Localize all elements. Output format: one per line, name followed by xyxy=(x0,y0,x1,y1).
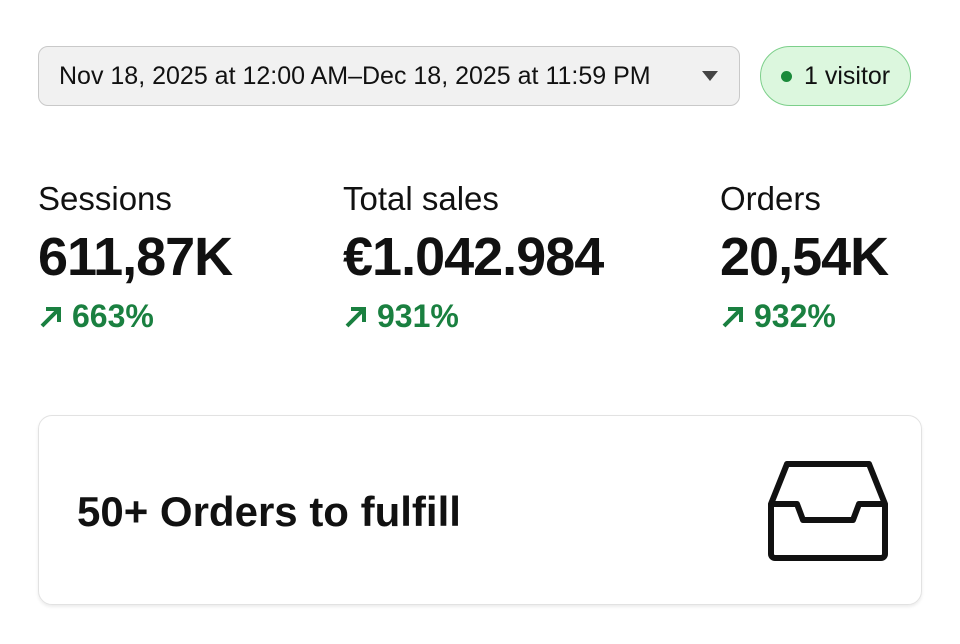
date-range: Nov 18, 2025 at 12:00 AM–Dec 18, 2025 at… xyxy=(59,61,651,90)
up-arrow xyxy=(345,306,366,327)
visitor-count: 1 visitor xyxy=(804,61,891,90)
visitor-badge[interactable]: 1 visitor xyxy=(760,46,912,106)
metric-label: Sessions xyxy=(38,180,172,217)
metric-label: Total sales xyxy=(343,180,499,217)
metric-value: 611,87K xyxy=(38,227,233,287)
fulfill-card[interactable]: 50+ Orders to fulfill xyxy=(38,415,922,605)
metric: Total sales €1.042.984 931% xyxy=(343,180,604,335)
change-value: 663% xyxy=(72,298,154,334)
live-dot xyxy=(781,70,792,82)
metric-change: 932% xyxy=(720,298,888,335)
dropdown-icon xyxy=(702,71,718,81)
metric-change: 931% xyxy=(343,298,603,335)
date-picker[interactable]: Nov 18, 2025 at 12:00 AM–Dec 18, 2025 at… xyxy=(38,46,740,106)
change-value: 932% xyxy=(754,298,836,334)
metric-value: €1.042.984 xyxy=(343,227,604,287)
card-title: 50+ Orders to fulfill xyxy=(77,488,461,535)
toolbar: Nov 18, 2025 at 12:00 AM–Dec 18, 2025 at… xyxy=(38,46,912,106)
metric: Sessions 611,87K 663% xyxy=(38,180,233,335)
metric-label: Orders xyxy=(720,180,821,217)
metric: Orders 20,54K 932% xyxy=(720,180,889,335)
inbox-icon xyxy=(768,461,888,561)
metric-change: 663% xyxy=(38,298,232,335)
change-value: 931% xyxy=(377,298,459,334)
up-arrow xyxy=(722,306,743,327)
metric-value: 20,54K xyxy=(720,227,889,287)
up-arrow xyxy=(40,306,61,327)
